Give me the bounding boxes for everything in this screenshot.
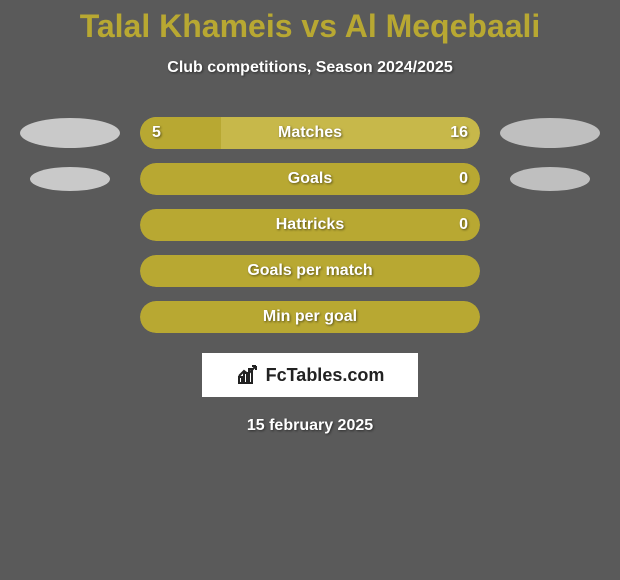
stat-value-right: 0 [459,216,468,234]
stat-label: Hattricks [276,216,344,234]
stat-row-gpm: Goals per match [0,255,620,287]
stat-bar-mpg: Min per goal [140,301,480,333]
stat-bar-hattricks: Hattricks 0 [140,209,480,241]
chart-icon [236,363,260,387]
stat-label: Goals [288,170,332,188]
stat-bar-gpm: Goals per match [140,255,480,287]
stats-area: 5 Matches 16 Goals 0 Hattricks 0 [0,117,620,333]
comparison-card: Talal Khameis vs Al Meqebaali Club compe… [0,0,620,580]
stat-row-hattricks: Hattricks 0 [0,209,620,241]
stat-label: Matches [278,124,342,142]
player-left-badge [20,118,120,148]
date-text: 15 february 2025 [247,417,373,435]
stat-row-mpg: Min per goal [0,301,620,333]
player-left-badge [30,167,110,191]
page-subtitle: Club competitions, Season 2024/2025 [167,59,452,77]
player-right-badge [500,118,600,148]
stat-value-right: 16 [450,124,468,142]
brand-box[interactable]: FcTables.com [202,353,418,397]
stat-label: Goals per match [247,262,372,280]
brand-text: FcTables.com [266,365,385,386]
stat-row-goals: Goals 0 [0,163,620,195]
stat-value-right: 0 [459,170,468,188]
page-title: Talal Khameis vs Al Meqebaali [80,8,541,45]
player-right-badge [510,167,590,191]
stat-row-matches: 5 Matches 16 [0,117,620,149]
stat-label: Min per goal [263,308,357,326]
stat-value-left: 5 [152,124,161,142]
stat-bar-matches: 5 Matches 16 [140,117,480,149]
stat-bar-goals: Goals 0 [140,163,480,195]
